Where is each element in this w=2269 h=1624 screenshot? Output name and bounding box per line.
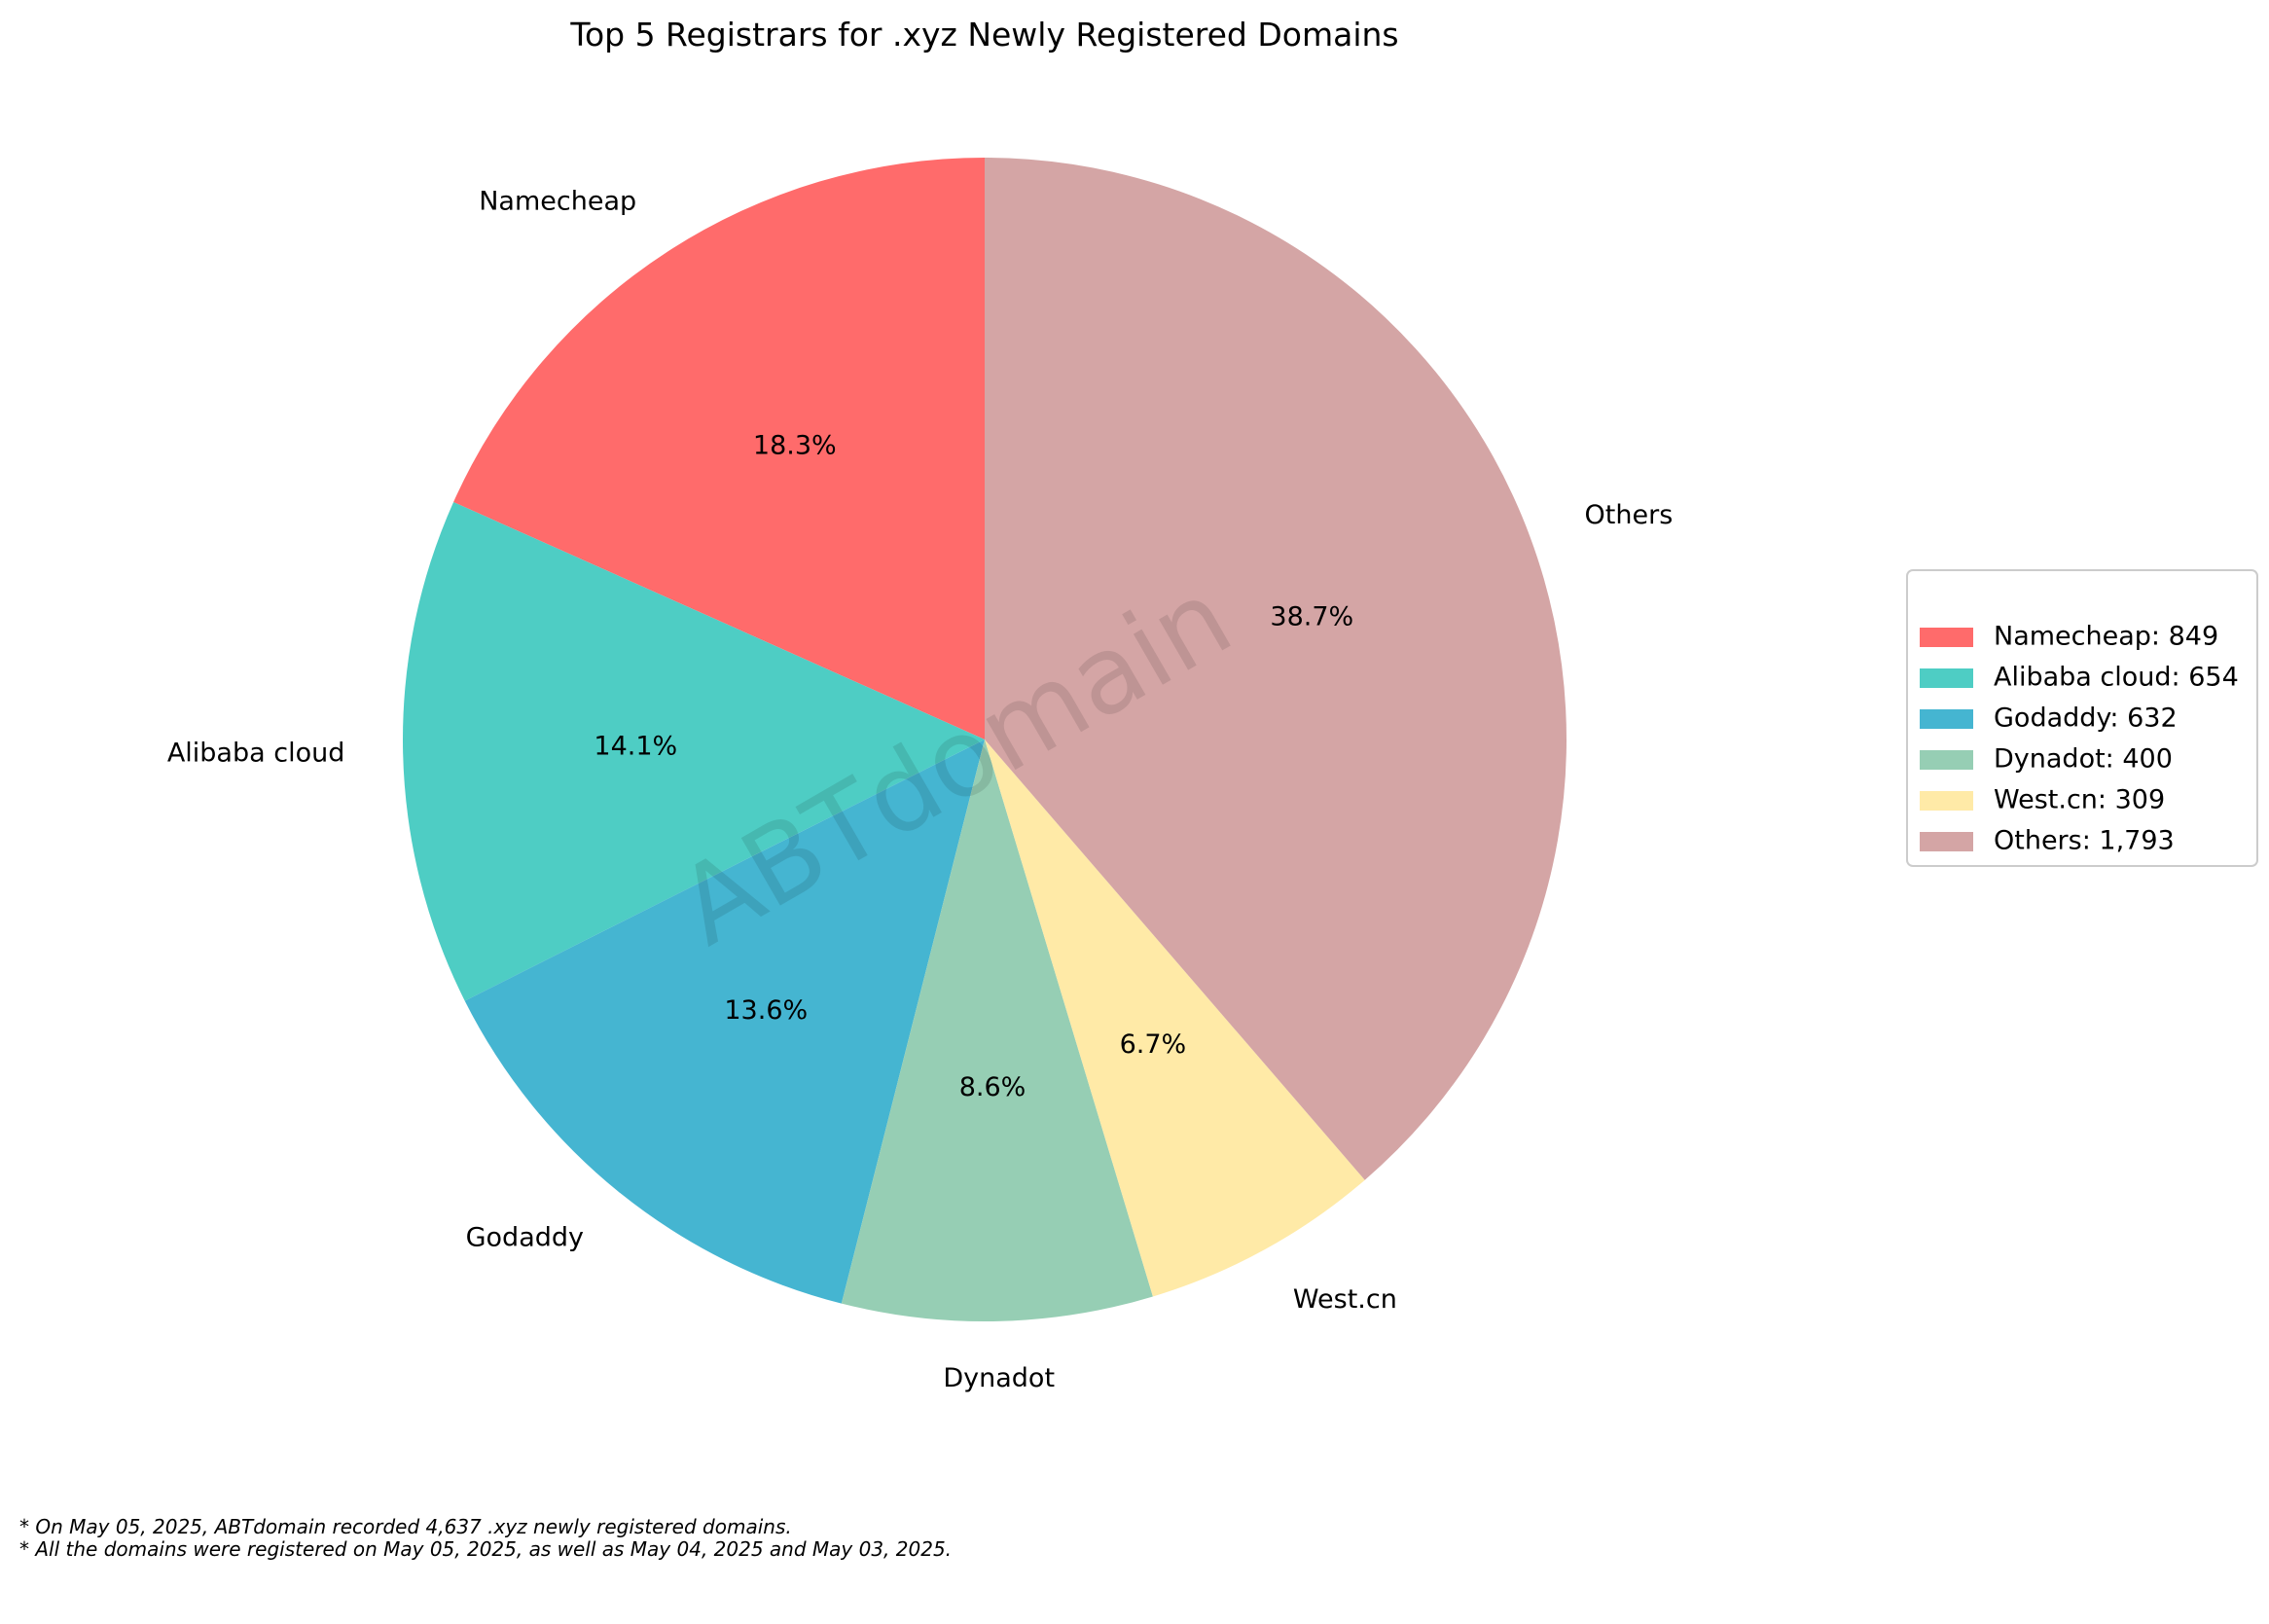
legend-label: Dynadot: 400 (1994, 744, 2173, 775)
pie-slice-godaddy (464, 740, 986, 1304)
legend-swatch (1920, 628, 1973, 647)
legend-swatch (1920, 709, 1973, 729)
pie-slice-others (985, 158, 1567, 1180)
pct-label: 14.1% (594, 732, 677, 762)
legend-label: Godaddy: 632 (1994, 704, 2178, 734)
pie-slice-west-cn (985, 740, 1365, 1297)
legend-label: Alibaba cloud: 654 (1994, 663, 2239, 693)
slice-label: Dynadot (943, 1363, 1055, 1393)
slice-label: Godaddy (466, 1222, 584, 1252)
footnote-1: * On May 05, 2025, ABTdomain recorded 4,… (19, 1515, 792, 1538)
legend-swatch (1920, 791, 1973, 811)
pct-label: 18.3% (753, 430, 837, 460)
legend-label: West.cn: 309 (1994, 785, 2165, 815)
chart-title: Top 5 Registrars for .xyz Newly Register… (569, 16, 1398, 54)
slice-label: West.cn (1293, 1284, 1397, 1315)
legend: Namecheap: 849 Alibaba cloud: 654 Godaddy:… (1906, 569, 2258, 867)
legend-swatch (1920, 668, 1973, 688)
slice-label: Others (1585, 500, 1674, 530)
pie-slice-alibaba-cloud (402, 501, 985, 1001)
legend-label: Namecheap: 849 (1994, 622, 2218, 652)
pct-label: 38.7% (1270, 601, 1353, 632)
pie-slice-namecheap (453, 158, 985, 740)
legend-swatch (1920, 750, 1973, 770)
pct-label: 6.7% (1120, 1029, 1187, 1060)
legend-swatch (1920, 832, 1973, 851)
pct-label: 13.6% (724, 995, 808, 1026)
slice-label: Alibaba cloud (167, 738, 345, 768)
footnotes: * On May 05, 2025, ABTdomain recorded 4,… (19, 1515, 952, 1561)
pie-slices (402, 158, 1567, 1321)
pie-slice-dynadot (841, 740, 1153, 1321)
pie-labels: 18.3% Namecheap 14.1% Alibaba cloud 13.6% God… (167, 187, 1673, 1394)
legend-label: Others: 1,793 (1994, 826, 2175, 856)
footnote-2: * All the domains were registered on May… (19, 1537, 952, 1561)
legend-frame (1906, 569, 2258, 867)
slice-label: Namecheap (479, 187, 636, 217)
pct-label: 8.6% (959, 1072, 1026, 1102)
